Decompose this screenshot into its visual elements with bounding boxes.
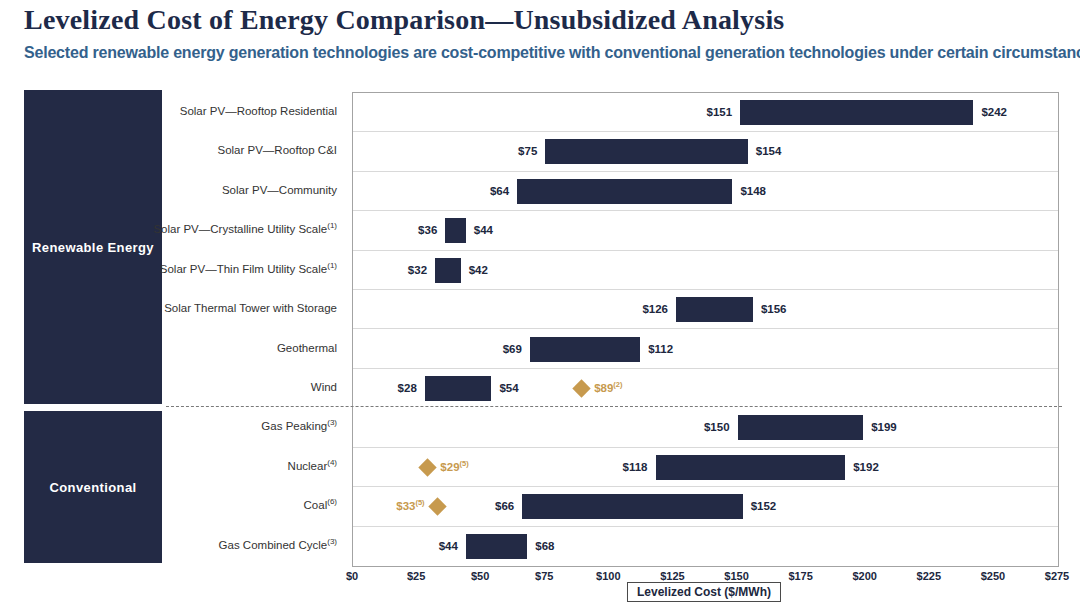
chart-row: $75 $154 (353, 132, 1058, 171)
plot-area: $151$242$75$154$64$148$36$44$32$42$126$1… (352, 92, 1059, 567)
chart-row: $118 $192 $29(5) (353, 448, 1058, 487)
chart-row: $126 $156 (353, 290, 1058, 329)
diamond-value-label: $33(5) (396, 487, 424, 525)
bar-high-value: $199 (871, 408, 897, 446)
category-label: Wind (0, 368, 337, 407)
bar-high-value: $68 (535, 527, 554, 566)
bar-high-value: $156 (761, 290, 787, 328)
chart-row: $28 $54 $89(2) (353, 369, 1058, 408)
range-bar (517, 179, 732, 204)
lcoe-range-chart: Renewable EnergyConventional Solar PV—Ro… (0, 0, 1080, 610)
diamond-value-label: $29(5) (440, 448, 468, 486)
x-axis-tick-label: $200 (852, 570, 876, 582)
bar-high-value: $154 (756, 132, 782, 170)
bar-low-value: $118 (623, 448, 648, 486)
bar-low-value: $150 (704, 408, 730, 446)
bar-low-value: $151 (707, 93, 733, 131)
category-label: Coal(6) (0, 486, 337, 525)
bar-high-value: $148 (740, 172, 766, 210)
bar-high-value: $242 (981, 93, 1007, 131)
category-label: Solar Thermal Tower with Storage (0, 289, 337, 328)
chart-row: $69 $112 (353, 330, 1058, 369)
bar-low-value: $28 (398, 369, 417, 408)
diamond-value-label: $89(2) (594, 369, 622, 408)
x-axis-tick-label: $175 (788, 570, 812, 582)
chart-row: $32 $42 (353, 251, 1058, 290)
category-label: Gas Peaking(3) (0, 407, 337, 446)
bar-low-value: $66 (495, 487, 514, 525)
category-label: Solar PV—Rooftop C&I (0, 131, 337, 170)
x-axis-label-box: Levelized Cost ($/MWh) (627, 582, 781, 602)
bar-low-value: $44 (439, 527, 458, 566)
bar-low-value: $75 (518, 132, 537, 170)
chart-row: $150 $199 (353, 408, 1058, 447)
bar-low-value: $69 (503, 330, 522, 368)
x-axis-tick-label: $275 (1045, 570, 1069, 582)
range-bar (656, 455, 846, 480)
bar-high-value: $42 (469, 251, 488, 289)
range-bar (435, 258, 461, 283)
range-bar (522, 494, 742, 519)
bar-high-value: $192 (853, 448, 879, 486)
x-axis-tick-label: $125 (660, 570, 684, 582)
x-axis-tick-label: $250 (981, 570, 1005, 582)
section-divider-line (166, 406, 1062, 407)
diamond-marker (418, 458, 436, 476)
bar-high-value: $44 (474, 211, 493, 249)
range-bar (740, 100, 973, 125)
x-axis-tick-label: $100 (596, 570, 620, 582)
bar-high-value: $112 (648, 330, 673, 368)
bar-low-value: $36 (418, 211, 437, 249)
category-label: Solar PV—Community (0, 171, 337, 210)
range-bar (545, 139, 748, 164)
range-bar (676, 297, 753, 322)
x-axis-tick-label: $25 (407, 570, 425, 582)
lcoe-analysis-page: Levelized Cost of Energy Comparison—Unsu… (0, 0, 1080, 610)
range-bar (738, 415, 864, 440)
range-bar (445, 218, 466, 243)
category-label: Geothermal (0, 329, 337, 368)
chart-row: $66 $152 $33(5) (353, 487, 1058, 526)
bar-low-value: $32 (408, 251, 427, 289)
x-axis-tick-label: $150 (724, 570, 748, 582)
chart-row: $64 $148 (353, 172, 1058, 211)
category-label: Solar PV—Thin Film Utility Scale(1) (0, 250, 337, 289)
bar-low-value: $64 (490, 172, 509, 210)
x-axis-tick-label: $50 (471, 570, 489, 582)
chart-row: $36 $44 (353, 211, 1058, 250)
range-bar (425, 376, 492, 401)
range-bar (530, 337, 640, 362)
diamond-marker (572, 379, 590, 397)
x-axis-tick-label: $225 (917, 570, 941, 582)
bar-high-value: $152 (751, 487, 777, 525)
bar-high-value: $54 (499, 369, 518, 408)
range-bar (466, 534, 528, 559)
category-label: Solar PV—Crystalline Utility Scale(1) (0, 210, 337, 249)
chart-row: $151 $242 (353, 93, 1058, 132)
bar-low-value: $126 (642, 290, 668, 328)
x-axis-tick-label: $75 (535, 570, 553, 582)
category-label: Solar PV—Rooftop Residential (0, 92, 337, 131)
chart-row: $44 $68 (353, 527, 1058, 566)
category-label: Nuclear(4) (0, 447, 337, 486)
x-axis-label: Levelized Cost ($/MWh) (637, 585, 771, 599)
x-axis-tick-label: $0 (346, 570, 358, 582)
diamond-marker (428, 497, 446, 515)
category-label: Gas Combined Cycle(3) (0, 526, 337, 565)
